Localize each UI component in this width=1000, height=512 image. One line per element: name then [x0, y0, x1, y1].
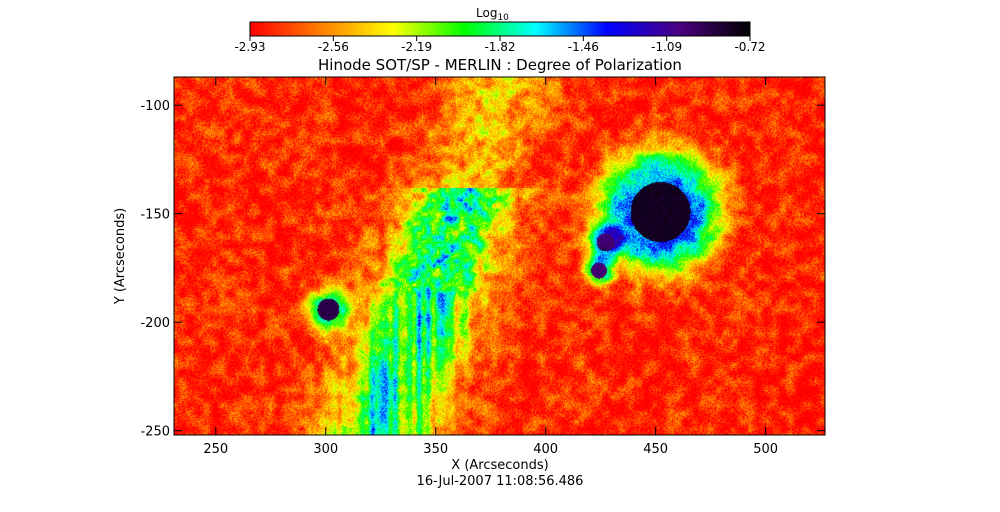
colorbar-tick-label: -2.93	[234, 40, 265, 54]
colorbar-tick-label: -1.46	[568, 40, 599, 54]
colorbar-tick-label: -2.19	[401, 40, 432, 54]
x-tick-label: 400	[533, 442, 558, 457]
colorbar-tick-label: -1.82	[484, 40, 515, 54]
y-tick-label: -250	[140, 425, 170, 440]
colorbar-tick-label: -0.72	[734, 40, 765, 54]
x-tick-label: 300	[313, 442, 338, 457]
x-tick-label: 500	[753, 442, 778, 457]
colorbar-label: Log10	[476, 6, 509, 23]
chart-title: Hinode SOT/SP - MERLIN : Degree of Polar…	[318, 56, 682, 74]
y-tick-label: -150	[140, 208, 170, 223]
plot-frame	[173, 76, 826, 436]
x-tick-label: 350	[423, 442, 448, 457]
heatmap-image	[174, 77, 825, 435]
y-axis-label: Y (Arcseconds)	[113, 208, 128, 305]
y-tick-label: -200	[140, 316, 170, 331]
axes: 250 300 350 400 450 500 -100 -150 -200 -250	[140, 77, 825, 457]
x-axis-label: X (Arcseconds)	[451, 458, 548, 473]
y-tick-label: -100	[140, 99, 170, 114]
x-tick-label: 250	[203, 442, 228, 457]
colorbar-tick-label: -1.09	[651, 40, 682, 54]
x-tick-label: 450	[643, 442, 668, 457]
colorbar-tick-label: -2.56	[318, 40, 349, 54]
timestamp: 16-Jul-2007 11:08:56.486	[417, 474, 584, 489]
colorbar-ticks: -2.93 -2.56 -2.19 -1.82 -1.46 -1.09 -0.72	[234, 36, 766, 54]
colorbar	[249, 21, 751, 37]
